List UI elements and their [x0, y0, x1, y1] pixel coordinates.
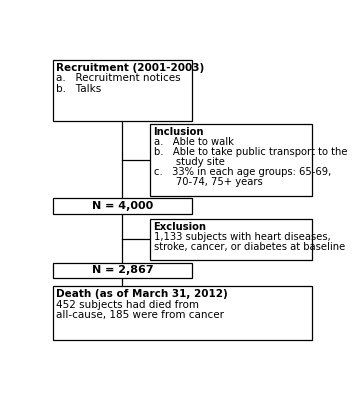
- FancyBboxPatch shape: [53, 198, 192, 214]
- FancyBboxPatch shape: [150, 219, 313, 260]
- FancyBboxPatch shape: [150, 124, 313, 196]
- FancyBboxPatch shape: [53, 262, 192, 278]
- FancyBboxPatch shape: [53, 286, 313, 339]
- Text: 452 subjects had died from: 452 subjects had died from: [57, 300, 199, 310]
- Text: b.   Talks: b. Talks: [57, 84, 102, 94]
- Text: a.   Able to walk: a. Able to walk: [154, 137, 233, 147]
- Text: stroke, cancer, or diabetes at baseline: stroke, cancer, or diabetes at baseline: [154, 242, 345, 252]
- Text: b.   Able to take public transport to the: b. Able to take public transport to the: [154, 147, 347, 157]
- Text: 1,133 subjects with heart diseases,: 1,133 subjects with heart diseases,: [154, 232, 330, 242]
- Text: Exclusion: Exclusion: [154, 222, 207, 232]
- Text: study site: study site: [154, 157, 224, 167]
- Text: N = 4,000: N = 4,000: [92, 201, 153, 211]
- FancyBboxPatch shape: [53, 60, 192, 121]
- Text: c.   33% in each age groups: 65-69,: c. 33% in each age groups: 65-69,: [154, 167, 331, 177]
- Text: N = 2,867: N = 2,867: [92, 266, 153, 276]
- Text: 70-74, 75+ years: 70-74, 75+ years: [154, 177, 262, 187]
- Text: a.   Recruitment notices: a. Recruitment notices: [57, 73, 181, 83]
- Text: Recruitment (2001-2003): Recruitment (2001-2003): [57, 63, 205, 73]
- Text: all-cause, 185 were from cancer: all-cause, 185 were from cancer: [57, 310, 224, 320]
- Text: Death (as of March 31, 2012): Death (as of March 31, 2012): [57, 289, 228, 299]
- Text: Inclusion: Inclusion: [154, 127, 204, 137]
